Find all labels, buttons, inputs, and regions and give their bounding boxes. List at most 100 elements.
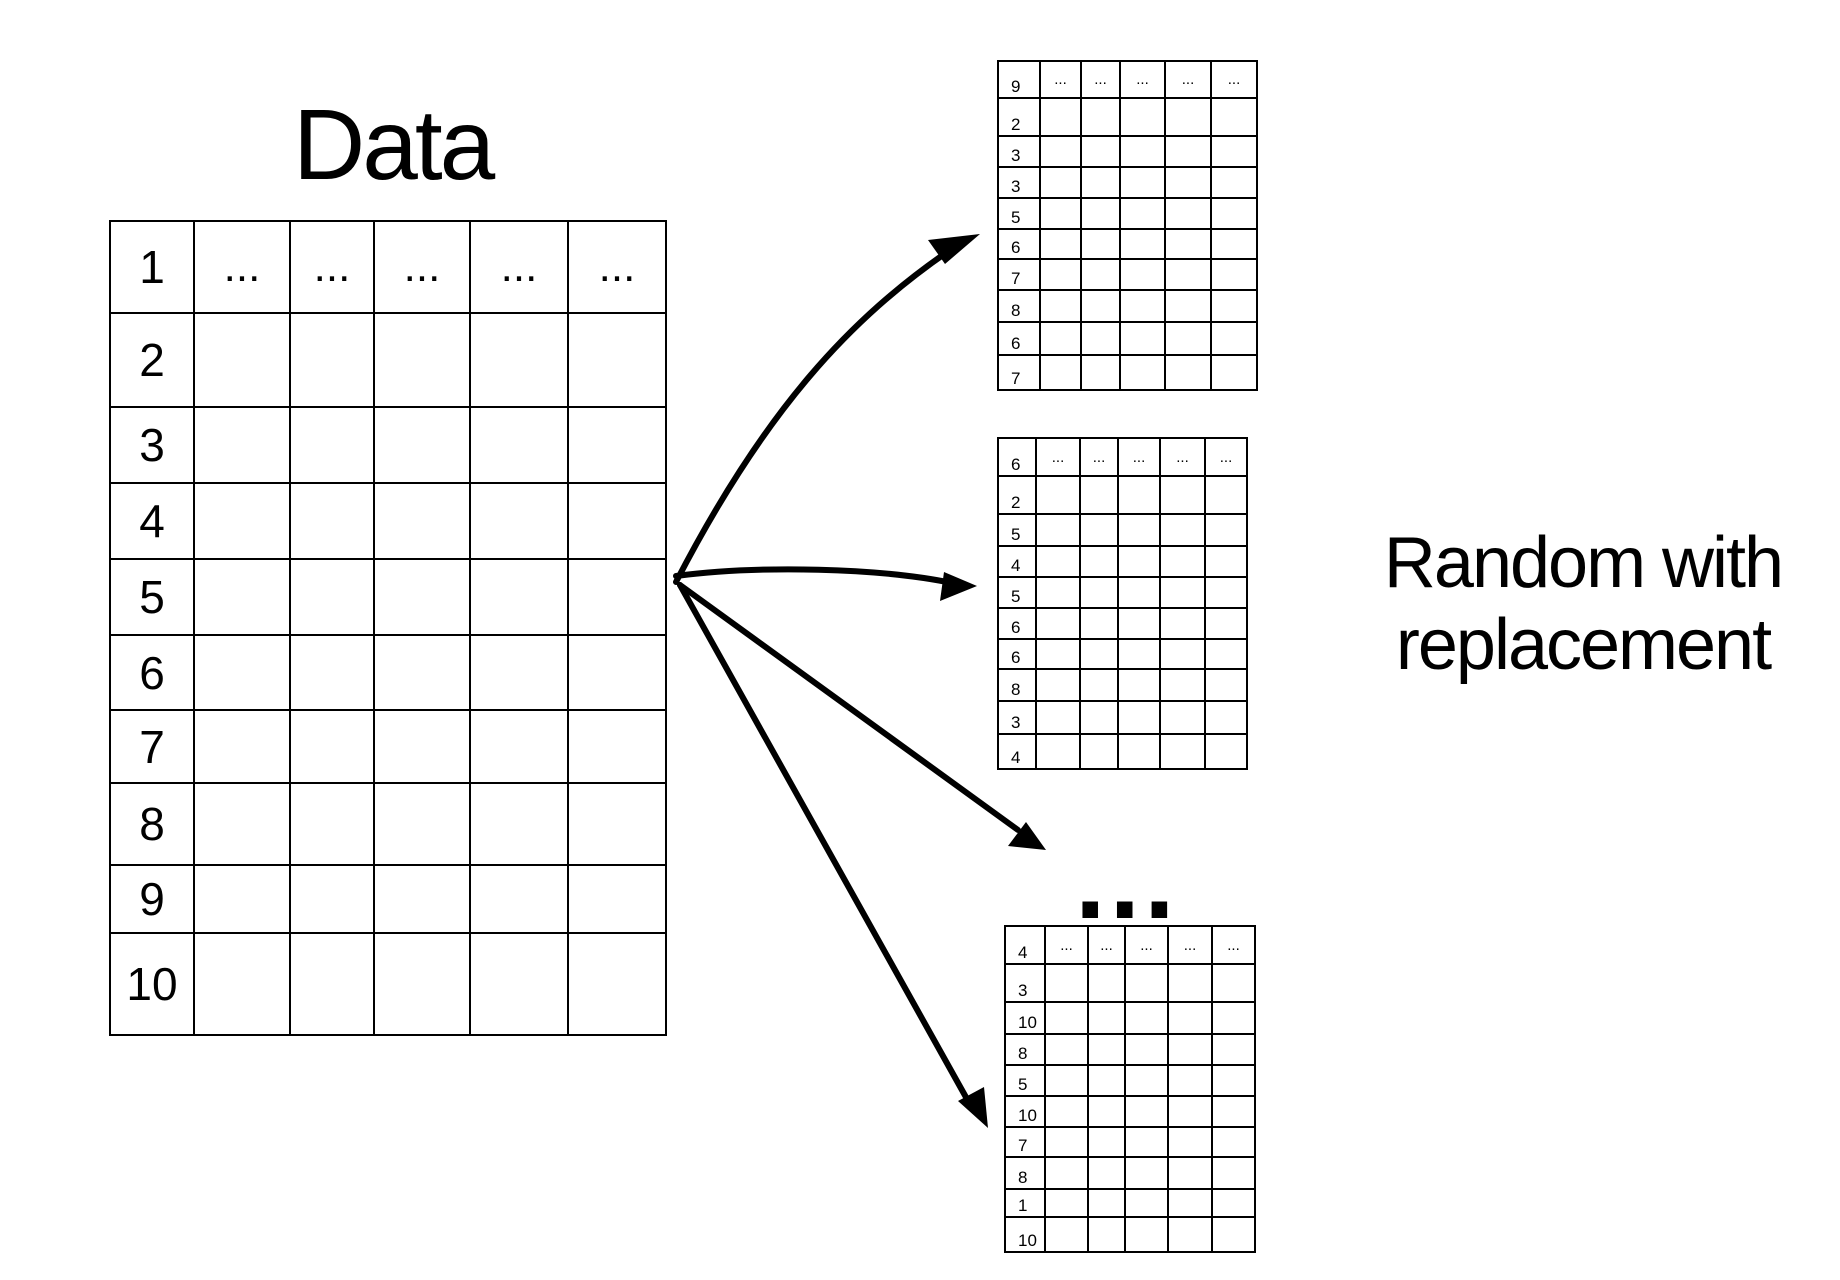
empty-cell <box>1167 1216 1213 1253</box>
table-row: 3 <box>997 166 1258 199</box>
empty-cell <box>1039 97 1082 137</box>
empty-cell <box>1087 1188 1126 1218</box>
table-row: 5 <box>997 513 1248 547</box>
table-row: 8 <box>997 668 1248 702</box>
table-row: 10 <box>1004 1001 1256 1035</box>
empty-cell <box>289 558 375 636</box>
empty-cell <box>1167 1033 1213 1066</box>
row-index-cell: 8 <box>1004 1156 1046 1190</box>
table-row: 8 <box>109 782 667 866</box>
empty-cell <box>373 406 471 484</box>
table-row: 6............... <box>997 437 1248 477</box>
row-index-cell: 2 <box>109 312 195 408</box>
empty-cell <box>1211 1033 1256 1066</box>
empty-cell <box>1117 513 1161 547</box>
empty-cell <box>469 482 569 560</box>
empty-cell <box>1119 289 1166 323</box>
empty-cell <box>1080 166 1121 199</box>
empty-cell <box>1159 668 1206 702</box>
empty-cell <box>1159 475 1206 515</box>
empty-cell <box>373 864 471 934</box>
arrowhead-4 <box>958 1087 988 1128</box>
table-row: 8 <box>1004 1033 1256 1066</box>
empty-cell <box>289 864 375 934</box>
table-row: 7 <box>109 709 667 784</box>
ellipsis-cell: ... <box>1039 60 1082 99</box>
empty-cell <box>1167 1156 1213 1190</box>
empty-cell <box>1167 1001 1213 1035</box>
empty-cell <box>469 932 569 1036</box>
empty-cell <box>1087 1033 1126 1066</box>
empty-cell <box>1080 321 1121 356</box>
empty-cell <box>1211 1001 1256 1035</box>
empty-cell <box>1164 197 1212 230</box>
empty-cell <box>1124 1188 1169 1218</box>
table-row: 4 <box>109 482 667 560</box>
ellipsis-cell: ... <box>1211 925 1256 965</box>
ellipsis-cell: ... <box>1079 437 1119 477</box>
empty-cell <box>1124 1001 1169 1035</box>
empty-cell <box>1124 1033 1169 1066</box>
empty-cell <box>1087 1001 1126 1035</box>
empty-cell <box>1039 197 1082 230</box>
table-row: 9 <box>109 864 667 934</box>
row-index-cell: 8 <box>1004 1033 1046 1066</box>
empty-cell <box>1211 1064 1256 1097</box>
empty-cell <box>1119 321 1166 356</box>
empty-cell <box>1210 289 1258 323</box>
bootstrap-sample-2: 6............... 2 5 4 5 6 6 8 3 4 <box>997 437 1248 770</box>
ellipsis-cell: ... <box>1164 60 1212 99</box>
empty-cell <box>1159 545 1206 578</box>
empty-cell <box>1210 258 1258 291</box>
empty-cell <box>567 864 667 934</box>
empty-cell <box>1044 963 1089 1003</box>
arrowhead-2 <box>940 572 977 601</box>
empty-cell <box>193 782 291 866</box>
empty-cell <box>1204 700 1248 735</box>
table-row: 5 <box>997 576 1248 609</box>
row-index-cell: 5 <box>1004 1064 1046 1097</box>
empty-cell <box>1039 166 1082 199</box>
empty-cell <box>1079 607 1119 640</box>
table-row: 7 <box>997 354 1258 391</box>
empty-cell <box>193 932 291 1036</box>
empty-cell <box>1211 1156 1256 1190</box>
table-row: 10 <box>109 932 667 1036</box>
empty-cell <box>1079 733 1119 770</box>
table-row: 3 <box>997 700 1248 735</box>
ellipsis-cell: ... <box>373 220 471 314</box>
empty-cell <box>1211 1188 1256 1218</box>
empty-cell <box>1167 963 1213 1003</box>
row-index-cell: 3 <box>997 166 1041 199</box>
empty-cell <box>1044 1064 1089 1097</box>
table-row: 1 <box>1004 1188 1256 1218</box>
empty-cell <box>1080 97 1121 137</box>
table-row: 7 <box>997 258 1258 291</box>
row-index-cell: 7 <box>997 258 1041 291</box>
empty-cell <box>1080 135 1121 168</box>
table-row: 9............... <box>997 60 1258 99</box>
row-index-cell: 2 <box>997 475 1037 515</box>
empty-cell <box>1117 545 1161 578</box>
empty-cell <box>1204 475 1248 515</box>
empty-cell <box>1210 321 1258 356</box>
table-row: 4 <box>997 733 1248 770</box>
row-index-cell: 6 <box>997 437 1037 477</box>
empty-cell <box>1035 545 1081 578</box>
row-index-cell: 4 <box>109 482 195 560</box>
empty-cell <box>1164 354 1212 391</box>
empty-cell <box>289 406 375 484</box>
empty-cell <box>1210 166 1258 199</box>
row-index-cell: 5 <box>997 576 1037 609</box>
empty-cell <box>1211 1126 1256 1158</box>
empty-cell <box>1204 638 1248 670</box>
empty-cell <box>1167 1064 1213 1097</box>
empty-cell <box>1164 289 1212 323</box>
table-row: 4 <box>997 545 1248 578</box>
empty-cell <box>1159 607 1206 640</box>
table-row: 2 <box>109 312 667 408</box>
row-index-cell: 7 <box>109 709 195 784</box>
arrow-to-sample-3 <box>677 582 975 1111</box>
data-table: 1............... 2 3 4 5 6 7 8 9 10 <box>109 220 667 1036</box>
row-index-cell: 4 <box>997 733 1037 770</box>
